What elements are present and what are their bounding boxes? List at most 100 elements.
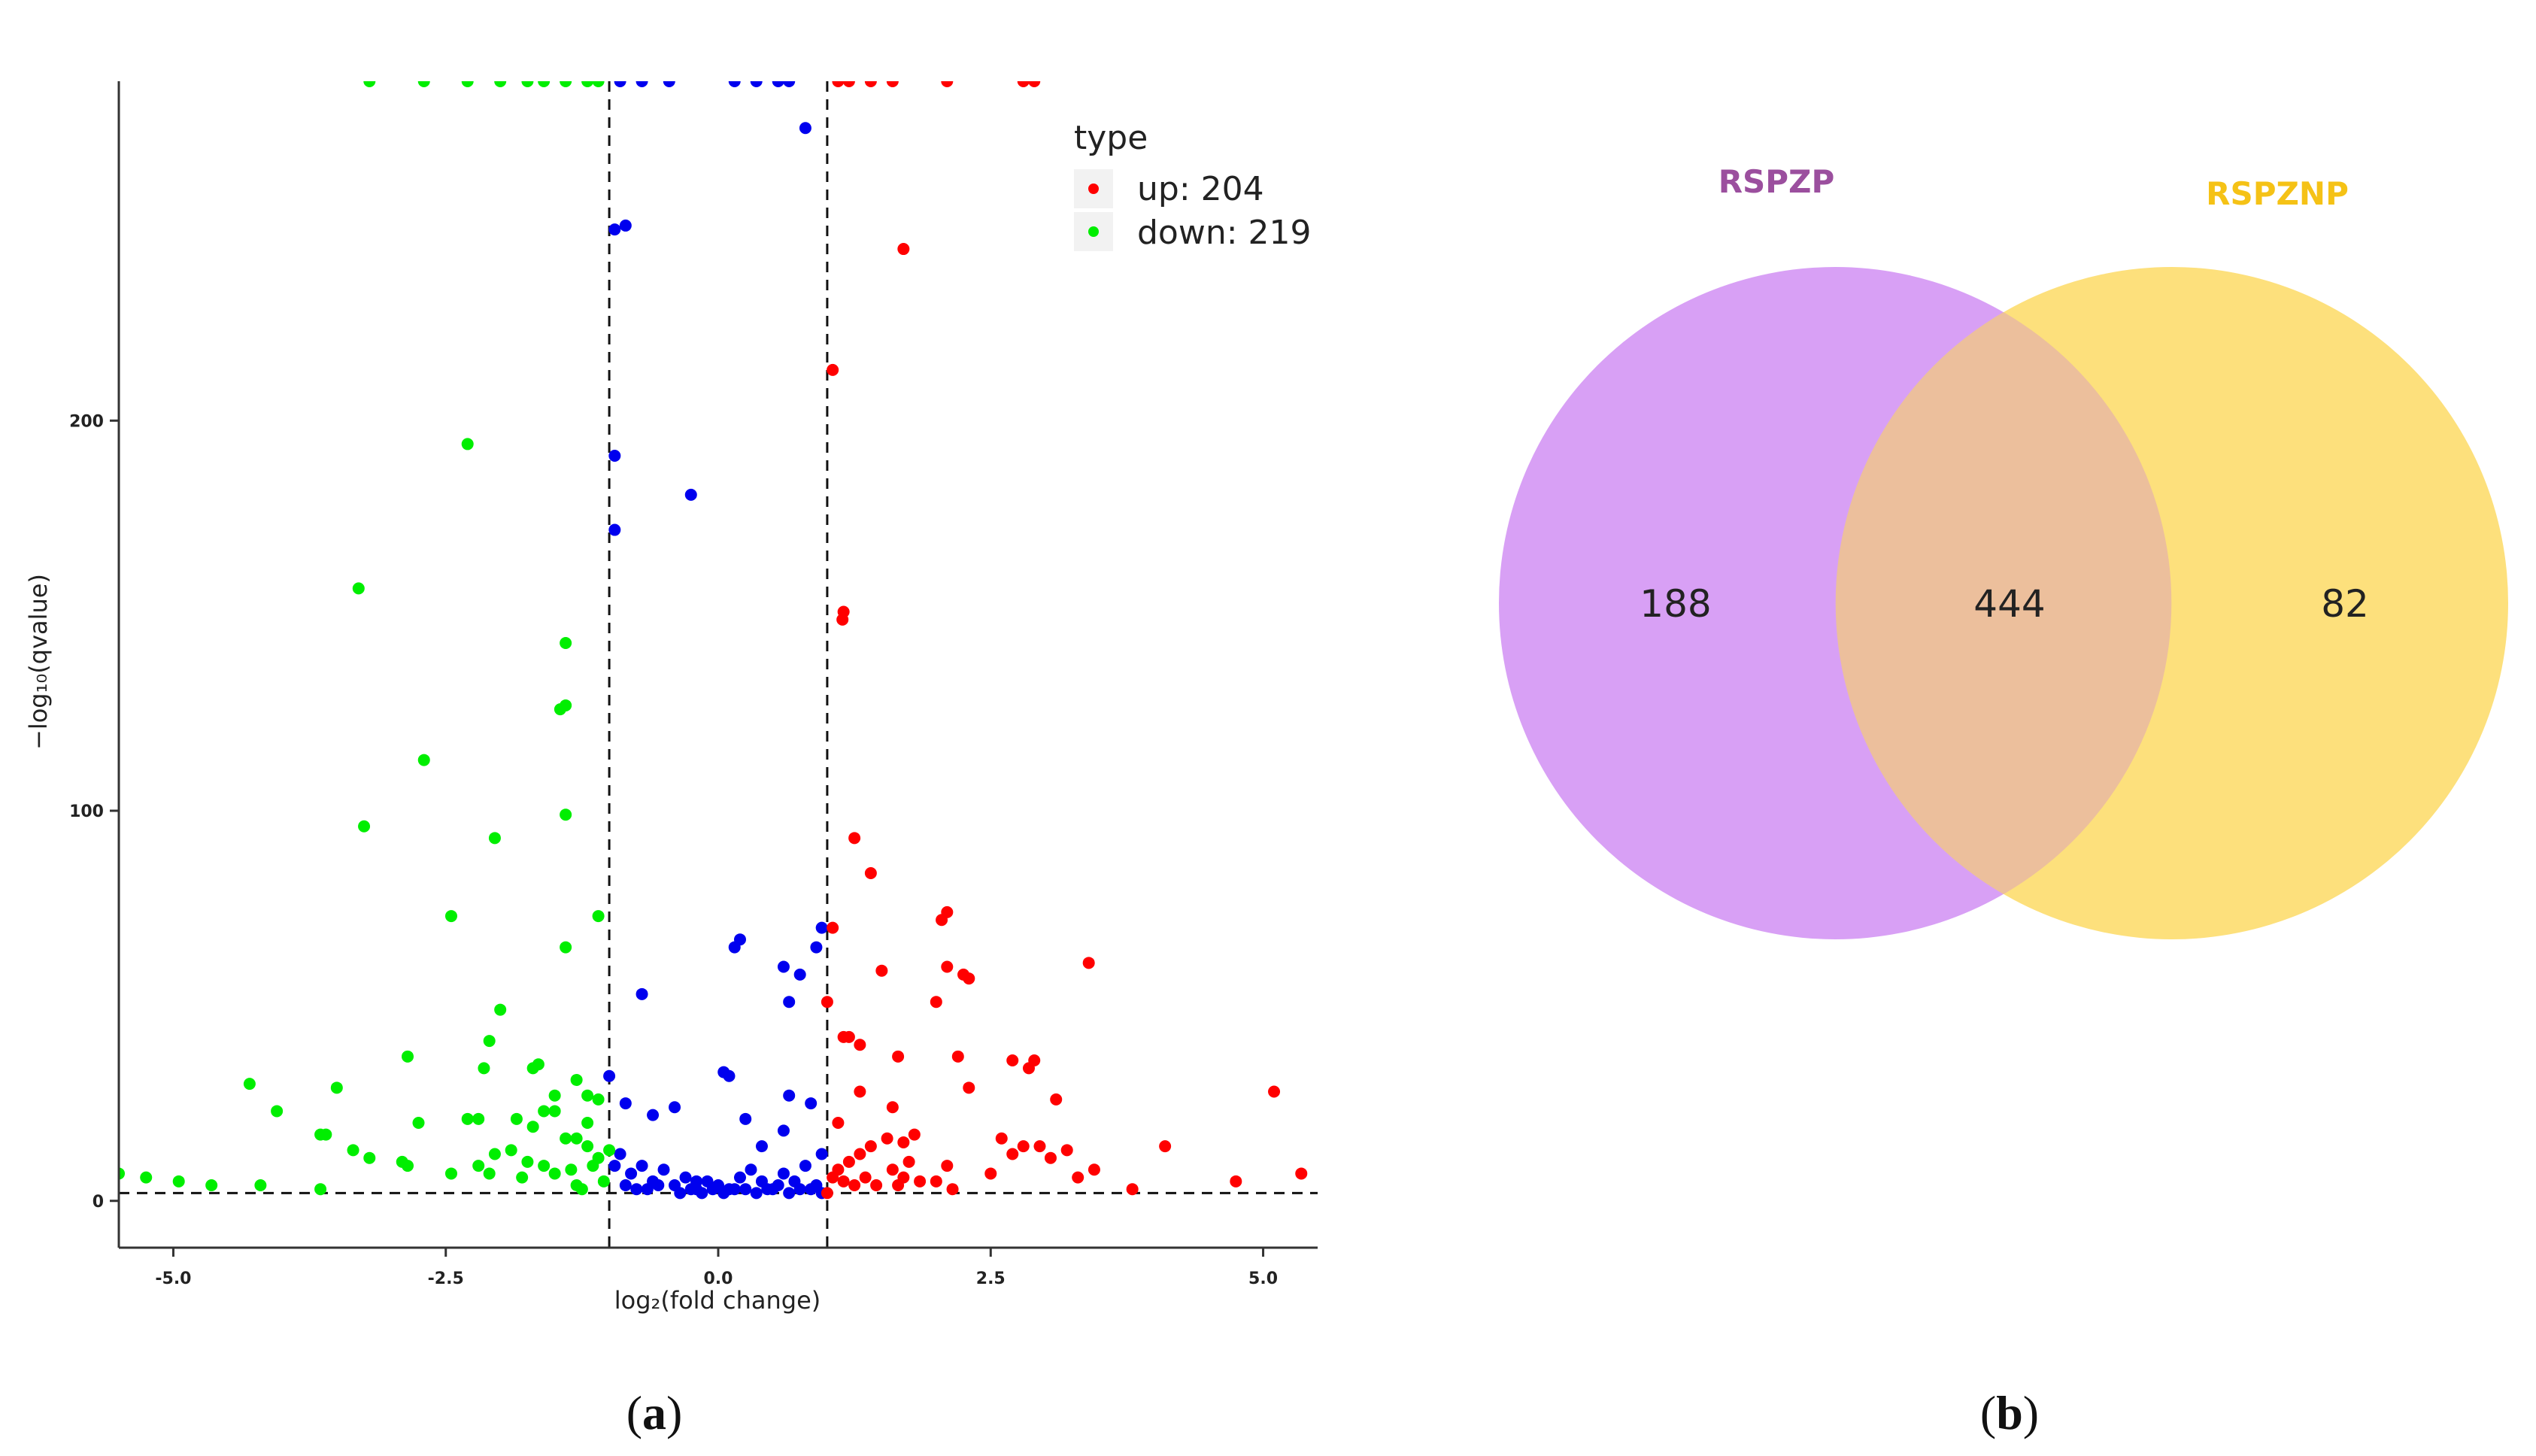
data-point-down <box>483 1035 496 1048</box>
data-point-down <box>521 1155 534 1168</box>
data-point-nonsig <box>641 1183 654 1196</box>
data-point-up <box>1028 81 1041 87</box>
data-point-nonsig <box>603 1069 616 1082</box>
data-point-down <box>444 1167 457 1180</box>
legend: type up: 204 down: 219 <box>1074 119 1312 252</box>
legend-label-down: down: 219 <box>1137 214 1312 252</box>
data-point-down <box>510 1112 523 1125</box>
data-point-down <box>575 1183 588 1196</box>
data-point-down <box>592 910 605 923</box>
data-point-down <box>494 81 507 87</box>
data-point-nonsig <box>696 1187 708 1200</box>
data-point-nonsig <box>608 449 621 462</box>
data-point-up <box>946 1183 959 1196</box>
data-point-up <box>1006 1054 1019 1067</box>
volcano-plot-panel: -5.0 -2.5 0.0 2.5 5.0 0 100 200 type up: 204 d… <box>69 81 1318 1288</box>
x-tick-label: 2.5 <box>976 1269 1006 1288</box>
y-axis-ticks: 0 100 200 <box>69 412 119 1212</box>
data-point-up <box>951 1050 964 1063</box>
data-point-down <box>532 1058 545 1071</box>
data-point-up <box>1044 1151 1057 1164</box>
data-point-down <box>483 1167 496 1180</box>
data-point-up <box>864 1140 877 1153</box>
data-point-down <box>358 820 371 833</box>
data-point-nonsig <box>717 1187 730 1200</box>
data-point-down <box>592 81 605 87</box>
data-point-down <box>516 1171 529 1184</box>
data-point-nonsig <box>657 1163 670 1176</box>
data-point-down <box>548 1167 561 1180</box>
data-point-nonsig <box>783 81 796 87</box>
data-point-nonsig <box>815 921 828 934</box>
data-point-nonsig <box>750 1187 763 1200</box>
data-point-down <box>505 1144 517 1157</box>
data-point-up <box>984 1167 997 1180</box>
data-point-up <box>870 1179 883 1192</box>
data-point-up <box>892 1179 905 1192</box>
data-point-up <box>886 81 899 87</box>
x-axis-ticks: -5.0 -2.5 0.0 2.5 5.0 <box>155 1248 1278 1288</box>
data-point-down <box>548 1105 561 1118</box>
data-point-down <box>412 1117 425 1130</box>
data-point-up <box>1028 1054 1041 1067</box>
venn-intersection-region <box>1835 312 2172 894</box>
data-point-nonsig <box>755 1140 768 1153</box>
data-point-down <box>172 1175 185 1188</box>
legend-title: type <box>1074 119 1148 157</box>
data-point-nonsig <box>669 1101 681 1114</box>
data-point-nonsig <box>739 1112 752 1125</box>
data-point-down <box>363 81 376 87</box>
data-point-up <box>1060 1144 1073 1157</box>
data-point-nonsig <box>636 1160 648 1172</box>
data-point-up <box>842 1155 855 1168</box>
data-point-up <box>886 1163 899 1176</box>
venn-set-label-rspznp: RSPZNP <box>2206 175 2349 212</box>
data-point-down <box>560 636 572 649</box>
data-point-nonsig <box>728 941 741 954</box>
data-point-nonsig <box>625 1167 638 1180</box>
data-point-nonsig <box>684 488 697 501</box>
data-point-up <box>832 1117 845 1130</box>
data-point-nonsig <box>733 1171 746 1184</box>
data-point-down <box>472 1160 485 1172</box>
data-point-down <box>478 1062 490 1075</box>
data-point-up <box>881 1132 893 1145</box>
data-point-down <box>488 1148 501 1160</box>
data-point-down <box>347 1144 359 1157</box>
data-point-down <box>243 1078 256 1090</box>
data-point-down <box>592 1093 605 1106</box>
data-point-down <box>330 1081 343 1094</box>
data-point-up <box>864 81 877 87</box>
data-point-up <box>842 81 855 87</box>
data-point-up <box>837 1175 850 1188</box>
data-point-down <box>119 1167 125 1180</box>
venn-diagram-panel: RSPZP RSPZNP 188 444 82 <box>1499 163 2508 939</box>
data-point-down <box>526 1121 539 1133</box>
panel-label-a: (a) <box>626 1386 683 1439</box>
data-point-nonsig <box>608 1160 621 1172</box>
data-point-down <box>581 1117 594 1130</box>
data-point-down <box>254 1179 267 1192</box>
data-point-up <box>886 1101 899 1114</box>
data-point-down <box>521 81 534 87</box>
data-points <box>119 81 1308 1200</box>
data-point-down <box>603 1144 616 1157</box>
data-point-nonsig <box>761 1183 774 1196</box>
data-point-down <box>314 1183 327 1196</box>
data-point-up <box>848 1179 861 1192</box>
data-point-nonsig <box>777 1124 790 1137</box>
data-point-up <box>1072 1171 1084 1184</box>
data-point-up <box>995 1132 1008 1145</box>
data-point-nonsig <box>783 1187 796 1200</box>
data-point-up <box>827 1171 839 1184</box>
data-point-nonsig <box>674 1187 687 1200</box>
data-point-nonsig <box>810 941 823 954</box>
data-point-up <box>902 1155 915 1168</box>
data-point-down <box>494 1003 507 1016</box>
data-point-nonsig <box>706 1183 719 1196</box>
data-point-down <box>461 438 474 450</box>
data-point-up <box>957 968 970 981</box>
data-point-down <box>538 1160 551 1172</box>
data-point-up <box>821 1187 833 1200</box>
data-point-up <box>941 905 954 918</box>
